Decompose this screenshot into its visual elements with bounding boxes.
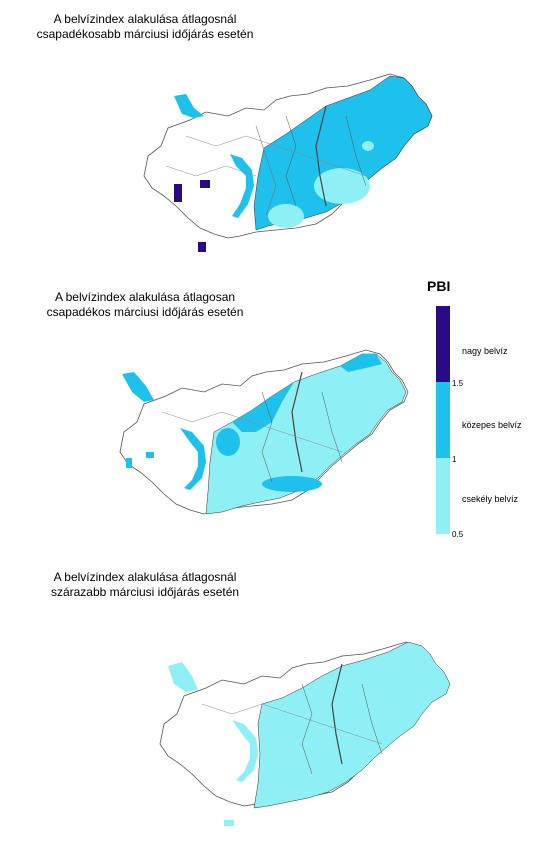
legend-swatch-high [436, 306, 450, 382]
map-title-average: A belvízindex alakulása átlagosan csapad… [0, 290, 290, 320]
map-title-wetter: A belvízindex alakulása átlagosnál csapa… [0, 12, 290, 42]
legend-title: PBI [427, 278, 451, 294]
map-title-line: csapadékos márciusi időjárás esetén [46, 305, 244, 319]
legend-class-label: közepes belvíz [462, 420, 522, 430]
map-average [119, 349, 409, 515]
legend-swatch-mid [436, 382, 450, 458]
legend-tick: 0.5 [452, 530, 464, 539]
map-title-line: szárazabb márciusi időjárás esetén [50, 585, 240, 599]
legend-swatch-low [436, 458, 450, 534]
map-wetter [143, 73, 433, 252]
legend-tick: 1.5 [452, 379, 464, 388]
map-title-line: A belvízindex alakulása átlagosnál [53, 570, 237, 584]
legend-tick: 1 [452, 455, 457, 464]
legend-class-label: csekély belvíz [462, 494, 519, 504]
map-title-line: A belvízindex alakulása átlagosan [54, 290, 236, 304]
map-title-drier: A belvízindex alakulása átlagosnál szára… [0, 570, 290, 600]
map-title-line: A belvízindex alakulása átlagosnál [53, 12, 237, 26]
map-drier [159, 641, 451, 826]
legend-class-label: nagy belvíz [462, 346, 508, 356]
map-title-line: csapadékosabb márciusi időjárás esetén [36, 27, 254, 41]
